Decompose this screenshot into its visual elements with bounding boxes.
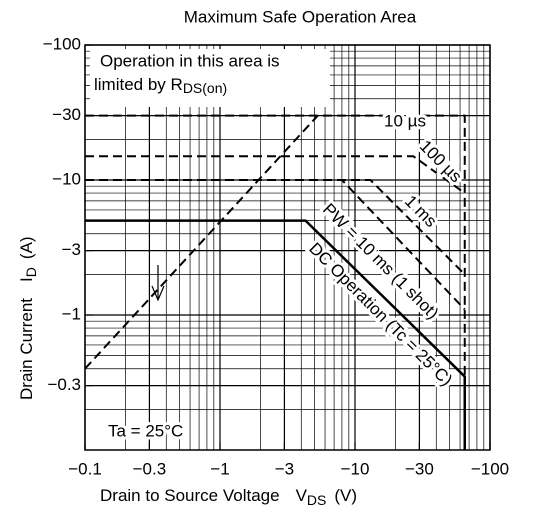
y-tick-label: −0.3: [47, 375, 81, 394]
series-label: 1 ms: [401, 192, 440, 231]
series-label: 10 µs: [384, 111, 426, 130]
arrow: [151, 265, 165, 302]
y-tick-label: −100: [43, 34, 81, 53]
plot-frame: [84, 44, 491, 451]
y-axis-unit: (A): [17, 236, 36, 259]
annotation: Ta = 25°C: [108, 421, 183, 440]
x-tick-label: −0.1: [68, 459, 102, 478]
x-axis-label: Drain to Source Voltage VDS (V): [100, 486, 357, 507]
annotation: Operation in this area is: [100, 51, 280, 70]
note-box: [90, 49, 330, 107]
y-tick-label: −30: [52, 105, 81, 124]
series-line: [84, 114, 319, 370]
x-tick-label: −30: [405, 459, 434, 478]
x-axis-unit: (V): [334, 486, 357, 505]
series-line: [85, 179, 466, 276]
x-axis-label: Drain to Source Voltage: [100, 486, 280, 505]
x-tick-label: −0.3: [133, 459, 167, 478]
series-line: [85, 114, 466, 386]
annotation: limited by RDS(on): [94, 75, 227, 95]
annotation-subscript: DS(on): [183, 80, 227, 96]
x-tick-label: −10: [341, 459, 370, 478]
x-tick-label: −100: [471, 459, 509, 478]
y-tick-label: −1: [62, 304, 81, 323]
x-axis-subscript: DS: [307, 492, 326, 508]
x-axis-symbol: V: [296, 486, 308, 505]
x-tick-label: −3: [275, 459, 294, 478]
chart-title: Maximum Safe Operation Area: [184, 7, 417, 26]
y-tick-label: −3: [62, 240, 81, 259]
annotation: limited by R: [94, 75, 183, 94]
series-line: [85, 219, 466, 450]
x-tick-label: −1: [210, 459, 229, 478]
series-label: 100 µs: [416, 136, 466, 186]
series-line: [85, 155, 466, 194]
y-axis-symbol: I: [17, 277, 36, 282]
y-axis-subscript: D: [23, 267, 39, 277]
y-axis-label: Drain Current ID (A): [17, 236, 38, 400]
y-tick-label: −10: [52, 169, 81, 188]
y-axis-label: Drain Current: [17, 298, 36, 400]
series-line: [85, 179, 466, 311]
